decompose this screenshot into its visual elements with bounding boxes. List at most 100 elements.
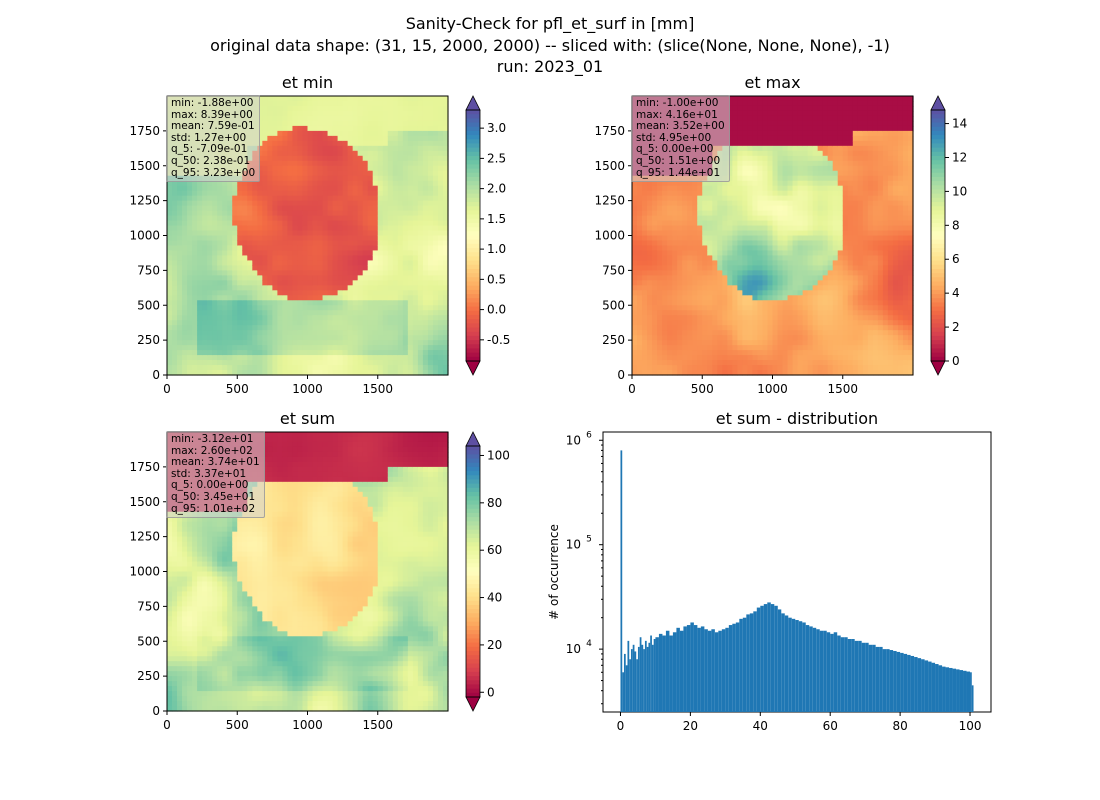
- colorbar-segment: [466, 160, 480, 165]
- heatmap-cell: [332, 120, 339, 127]
- heatmap-cell: [372, 105, 379, 112]
- heatmap-cell: [227, 250, 233, 257]
- heatmap-cell: [297, 295, 304, 301]
- heatmap-cell: [407, 110, 414, 117]
- colorbar-segment: [466, 231, 480, 237]
- heatmap-cell: [672, 300, 678, 306]
- heatmap-cell: [287, 215, 294, 222]
- heatmap-cell: [192, 320, 198, 326]
- heatmap-cell: [257, 235, 263, 242]
- heatmap-cell: [727, 320, 733, 326]
- heatmap-cell: [287, 305, 294, 311]
- heatmap-cell: [337, 115, 344, 122]
- heatmap-cell: [192, 370, 198, 376]
- y-tick-label: 1250: [129, 194, 160, 208]
- heatmap-cell: [737, 140, 743, 147]
- heatmap-cell: [267, 180, 273, 187]
- heatmap-cell: [232, 320, 238, 326]
- heatmap-cell: [737, 365, 743, 371]
- heatmap-cell: [277, 345, 284, 351]
- heatmap-cell: [417, 245, 424, 252]
- heatmap-cell: [167, 285, 173, 291]
- heatmap-cell: [742, 110, 749, 117]
- heatmap-cell: [357, 150, 364, 157]
- heatmap-cell: [737, 155, 743, 162]
- heatmap-cell: [407, 175, 414, 182]
- heatmap-cell: [727, 370, 733, 376]
- heatmap-cell: [227, 350, 233, 356]
- heatmap-cell: [357, 130, 364, 137]
- heatmap-cell: [687, 250, 693, 257]
- heatmap-cell: [352, 255, 359, 262]
- heatmap-cell: [362, 230, 369, 237]
- heatmap-cell: [267, 320, 273, 326]
- heatmap-cell: [362, 260, 369, 266]
- heatmap-cell: [337, 270, 344, 276]
- heatmap-cell: [167, 275, 173, 281]
- heatmap-cell: [167, 195, 173, 202]
- heatmap-cell: [677, 285, 683, 291]
- heatmap-cell: [697, 350, 703, 356]
- heatmap-cell: [352, 195, 359, 202]
- heatmap-cell: [692, 285, 698, 291]
- heatmap-cell: [167, 290, 173, 296]
- heatmap-cell: [362, 100, 369, 107]
- heatmap-cell: [747, 220, 754, 227]
- heatmap-cell: [402, 235, 409, 242]
- heatmap-cell: [262, 220, 268, 227]
- heatmap-cell: [297, 205, 304, 212]
- heatmap-cell: [227, 360, 233, 366]
- heatmap-cell: [777, 120, 784, 127]
- heatmap-cell: [437, 185, 444, 192]
- heatmap-cell: [767, 165, 774, 172]
- heatmap-cell: [222, 270, 228, 276]
- heatmap-cell: [272, 145, 278, 152]
- heatmap-cell: [347, 285, 354, 291]
- heatmap-cell: [352, 115, 359, 122]
- heatmap-cell: [372, 265, 379, 271]
- heatmap-cell: [677, 350, 683, 356]
- heatmap-cell: [682, 325, 688, 331]
- heatmap-cell: [647, 300, 653, 306]
- heatmap-cell: [732, 180, 738, 187]
- heatmap-cell: [672, 235, 678, 242]
- heatmap-cell: [357, 355, 364, 361]
- heatmap-cell: [377, 285, 384, 291]
- heatmap-cell: [752, 330, 759, 336]
- heatmap-cell: [222, 285, 228, 291]
- heatmap-cell: [322, 295, 329, 301]
- heatmap-cell: [237, 330, 243, 336]
- heatmap-cell: [647, 285, 653, 291]
- heatmap-cell: [752, 315, 759, 321]
- heatmap-cell: [777, 200, 784, 207]
- heatmap-cell: [332, 125, 339, 132]
- heatmap-cell: [692, 305, 698, 311]
- heatmap-cell: [757, 235, 764, 242]
- heatmap-cell: [257, 175, 263, 182]
- heatmap-cell: [427, 360, 434, 366]
- heatmap-cell: [397, 110, 404, 117]
- heatmap-cell: [217, 270, 223, 276]
- heatmap-cell: [752, 210, 759, 217]
- heatmap-cell: [392, 245, 399, 252]
- heatmap-cell: [257, 285, 263, 291]
- heatmap-cell: [307, 240, 314, 247]
- heatmap-cell: [262, 335, 268, 341]
- heatmap-cell: [342, 205, 349, 212]
- heatmap-cell: [667, 370, 673, 376]
- heatmap-cell: [327, 270, 334, 276]
- heatmap-cell: [277, 305, 284, 311]
- heatmap-cell: [192, 330, 198, 336]
- heatmap-cell: [302, 260, 309, 266]
- heatmap-cell: [372, 280, 379, 286]
- heatmap-cell: [297, 135, 304, 142]
- heatmap-cell: [432, 315, 439, 321]
- heatmap-cell: [167, 255, 173, 262]
- heatmap-cell: [342, 150, 349, 157]
- heatmap-cell: [217, 260, 223, 266]
- heatmap-cell: [177, 215, 183, 222]
- heatmap-cell: [392, 350, 399, 356]
- heatmap-cell: [312, 195, 319, 202]
- heatmap-cell: [732, 240, 738, 247]
- heatmap-cell: [342, 175, 349, 182]
